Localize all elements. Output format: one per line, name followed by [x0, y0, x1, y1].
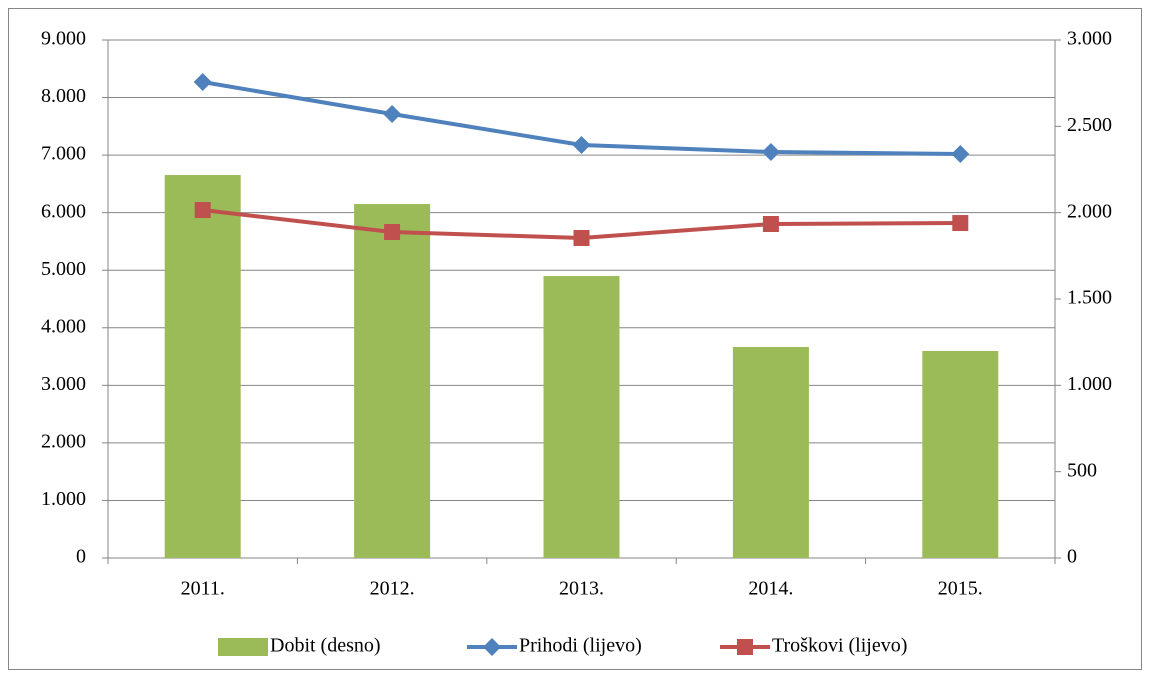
- y2-tick-label: 0: [1067, 546, 1077, 568]
- legend-label: Troškovi (lijevo): [772, 635, 907, 657]
- y2-tick-label: 1.000: [1067, 373, 1112, 395]
- point: [194, 202, 211, 219]
- point: [951, 145, 970, 164]
- y2-tick-label: 2.000: [1067, 200, 1112, 222]
- legend-label: Prihodi (lijevo): [519, 635, 642, 657]
- point: [573, 229, 590, 246]
- y-tick-label: 2.000: [41, 430, 86, 452]
- bar: [543, 276, 620, 558]
- y2-tick-label: 1.500: [1067, 287, 1112, 309]
- x-tick-label: 2011.: [181, 578, 225, 600]
- y2-tick-label: 2.500: [1067, 114, 1112, 136]
- x-tick-label: 2013.: [559, 578, 604, 600]
- x-tick-label: 2012.: [370, 578, 415, 600]
- y2-tick-label: 500: [1067, 459, 1097, 481]
- bar: [354, 204, 431, 559]
- legend-swatch: [218, 638, 268, 656]
- y-tick-label: 6.000: [41, 200, 86, 222]
- y-tick-label: 5.000: [41, 258, 86, 280]
- point: [193, 73, 212, 92]
- point: [952, 215, 969, 232]
- point: [383, 105, 402, 124]
- y-tick-label: 7.000: [41, 143, 86, 165]
- point: [762, 216, 779, 233]
- bar: [164, 175, 241, 558]
- y-tick-label: 0: [76, 546, 86, 568]
- x-tick-label: 2014.: [748, 578, 793, 600]
- bar: [922, 350, 999, 558]
- x-tick-label: 2015.: [938, 578, 983, 600]
- y-tick-label: 8.000: [41, 85, 86, 107]
- legend-marker: [737, 639, 753, 655]
- y-tick-label: 3.000: [41, 373, 86, 395]
- legend-label: Dobit (desno): [270, 635, 381, 657]
- legend-marker: [483, 638, 501, 656]
- y-tick-label: 4.000: [41, 315, 86, 337]
- y-tick-label: 1.000: [41, 488, 86, 510]
- y-tick-label: 9.000: [41, 28, 86, 50]
- point: [572, 135, 591, 154]
- point: [761, 143, 780, 162]
- y2-tick-label: 3.000: [1067, 28, 1112, 50]
- point: [384, 224, 401, 241]
- bar: [732, 347, 809, 558]
